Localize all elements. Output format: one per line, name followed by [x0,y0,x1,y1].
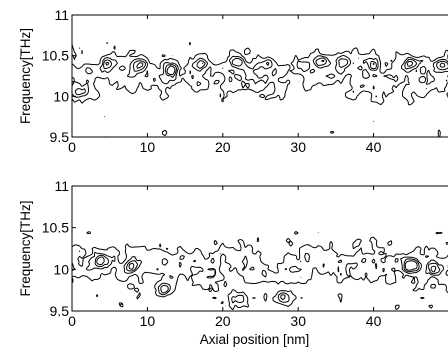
x-tick-label: 0 [68,139,76,155]
x-tick-label: 40 [366,313,382,329]
contour-level-3 [94,254,441,301]
x-tick-label: 10 [140,139,156,155]
contour-panel-1: 0 10 20 30 40 9.5 10 10.5 11 Frequency[THz] [18,7,448,155]
x-axis-title: Axial position [nm] [200,332,310,347]
contour-lines [72,41,448,137]
x-tick-label: 20 [215,139,231,155]
y-tick-label: 10 [53,261,69,277]
contour-lines [72,231,448,311]
y-tick-label: 9.5 [50,303,70,319]
x-tick-label: 30 [290,313,306,329]
x-tick-label: 20 [215,313,231,329]
x-tick-label: 40 [366,139,382,155]
contour-level-4 [105,59,446,76]
contour-panel-2: 0 10 20 30 40 9.5 10 10.5 11 Frequency[THz] Axial … [18,178,448,347]
y-tick-label: 10.5 [42,220,69,236]
y-tick-label: 11 [54,7,69,23]
contour-level-1 [72,231,448,311]
x-tick-label: 10 [140,313,156,329]
x-tick-label: 30 [290,139,306,155]
y-tick-label: 9.5 [50,129,70,145]
plot-frame [71,185,448,312]
contour-level-2 [72,250,448,304]
y-axis-title: Frequency[THz] [18,200,33,296]
x-tick-label: 0 [68,313,76,329]
y-axis-title: Frequency[THz] [18,28,33,124]
y-tick-label: 11 [54,178,69,194]
contour-level-4 [96,256,437,273]
y-tick-label: 10.5 [42,48,69,64]
y-tick-label: 10 [53,88,69,104]
contour-level-1 [72,41,448,137]
contour-level-3 [74,57,448,96]
